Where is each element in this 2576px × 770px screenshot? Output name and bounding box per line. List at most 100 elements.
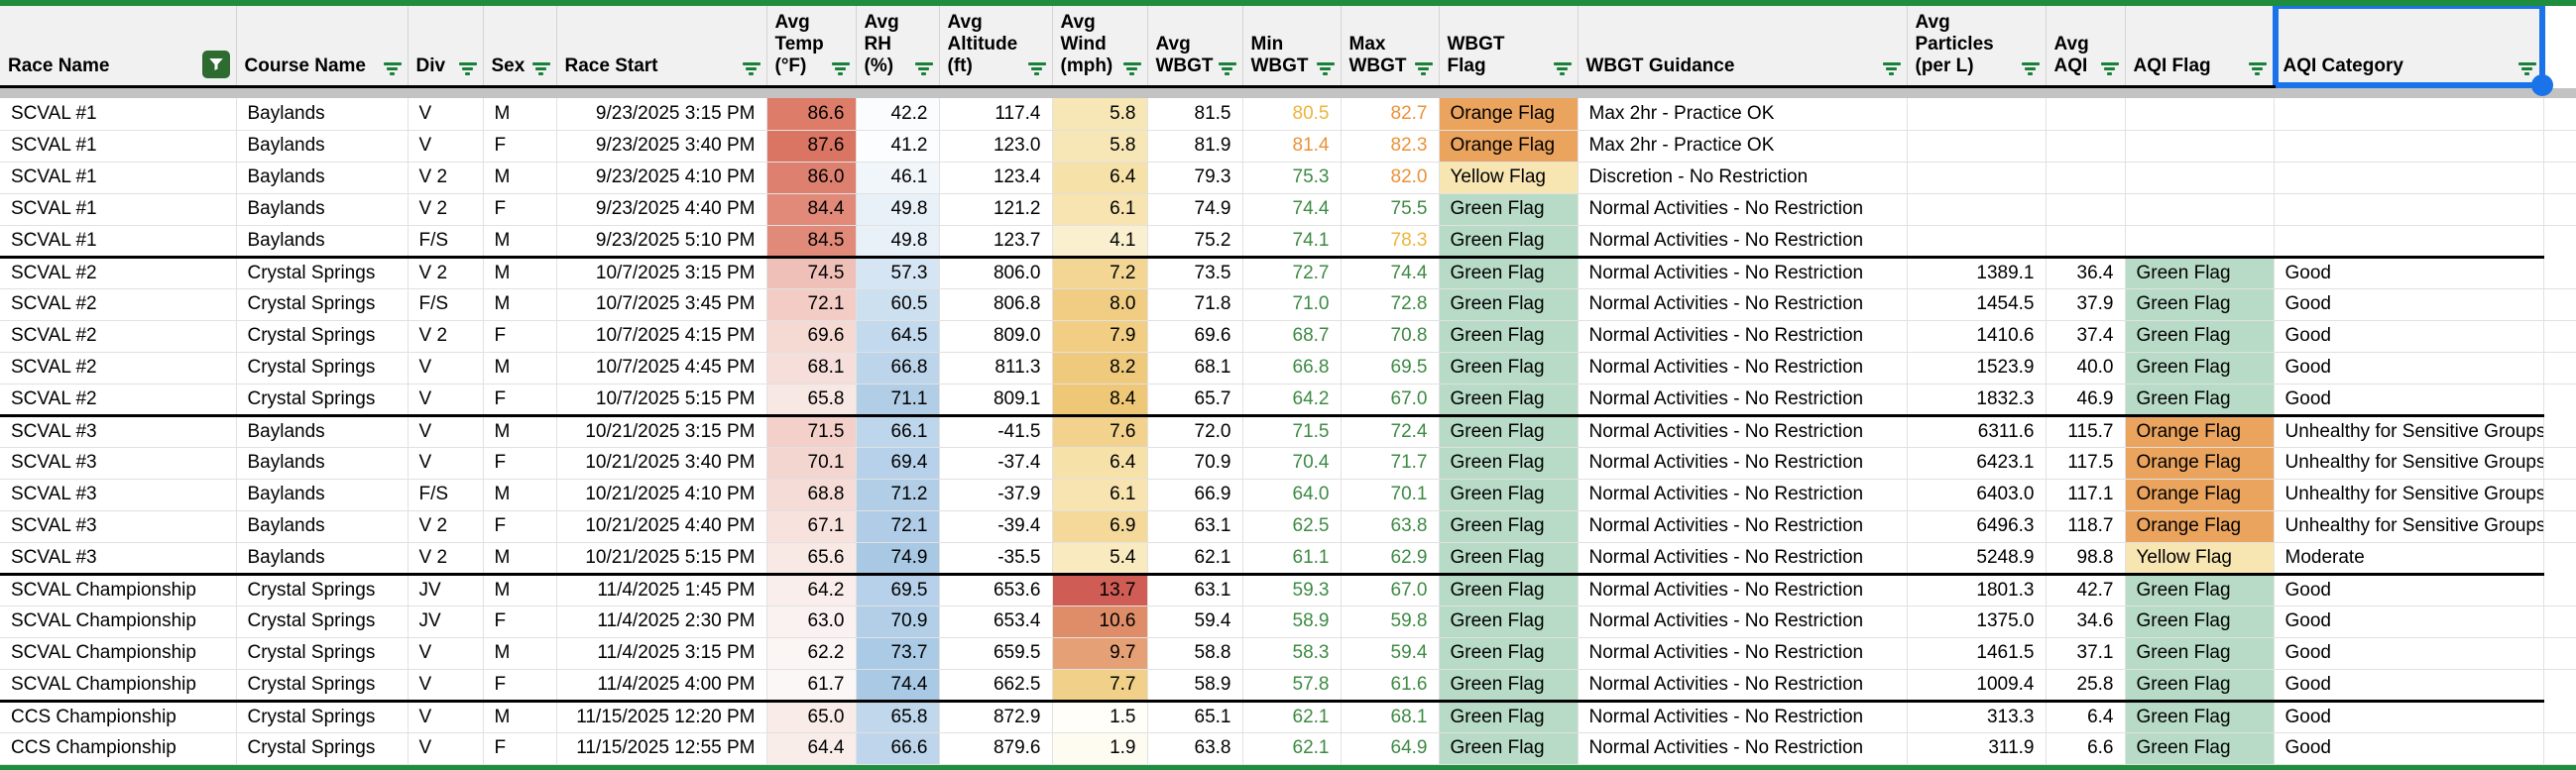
cell-aqi[interactable]: 117.5 (2046, 447, 2126, 480)
cell-aqi_category[interactable] (2274, 162, 2544, 194)
cell-rh[interactable]: 57.3 (856, 257, 940, 289)
cell-max_wbgt[interactable]: 59.4 (1341, 637, 1440, 670)
cell-sex[interactable]: M (483, 574, 557, 606)
cell-max_wbgt[interactable]: 67.0 (1341, 384, 1440, 417)
cell-avg_wbgt[interactable]: 73.5 (1147, 257, 1243, 289)
cell-course[interactable]: Baylands (236, 542, 409, 576)
cell-min_wbgt[interactable]: 62.5 (1242, 510, 1342, 543)
cell-course[interactable]: Crystal Springs (236, 574, 409, 606)
cell-rh[interactable]: 70.9 (856, 605, 940, 638)
cell-alt[interactable]: 806.0 (939, 257, 1053, 289)
cell-wbgt_flag[interactable]: Green Flag (1439, 225, 1579, 259)
cell-sex[interactable]: F (483, 320, 557, 353)
cell-race[interactable]: SCVAL #3 (0, 510, 237, 543)
cell-div[interactable]: V 2 (408, 320, 484, 353)
cell-aqi[interactable] (2046, 162, 2126, 194)
cell-guidance[interactable]: Normal Activities - No Restriction (1578, 542, 1908, 576)
cell-wind[interactable]: 6.9 (1052, 510, 1148, 543)
cell-wind[interactable]: 13.7 (1052, 574, 1148, 606)
cell-particles[interactable]: 1832.3 (1907, 384, 2047, 417)
cell-min_wbgt[interactable]: 62.1 (1242, 701, 1342, 733)
cell-aqi[interactable] (2046, 98, 2126, 131)
filter-icon[interactable] (531, 60, 551, 76)
cell-start[interactable]: 9/23/2025 3:15 PM (556, 98, 767, 131)
cell-avg_wbgt[interactable]: 71.8 (1147, 288, 1243, 321)
cell-div[interactable]: F/S (408, 225, 484, 259)
cell-temp[interactable]: 87.6 (766, 130, 857, 163)
cell-aqi_category[interactable]: Good (2274, 257, 2544, 289)
cell-aqi_category[interactable]: Good (2274, 320, 2544, 353)
cell-race[interactable]: SCVAL Championship (0, 669, 237, 703)
cell-div[interactable]: JV (408, 574, 484, 606)
cell-max_wbgt[interactable]: 67.0 (1341, 574, 1440, 606)
cell-rh[interactable]: 66.1 (856, 415, 940, 448)
cell-race[interactable]: SCVAL #3 (0, 542, 237, 576)
cell-wind[interactable]: 8.0 (1052, 288, 1148, 321)
cell-particles[interactable] (1907, 225, 2047, 259)
cell-max_wbgt[interactable]: 61.6 (1341, 669, 1440, 703)
cell-start[interactable]: 9/23/2025 5:10 PM (556, 225, 767, 259)
cell-start[interactable]: 9/23/2025 3:40 PM (556, 130, 767, 163)
cell-min_wbgt[interactable]: 81.4 (1242, 130, 1342, 163)
cell-min_wbgt[interactable]: 59.3 (1242, 574, 1342, 606)
cell-min_wbgt[interactable]: 58.9 (1242, 605, 1342, 638)
cell-race[interactable]: CCS Championship (0, 701, 237, 733)
cell-rh[interactable]: 66.8 (856, 352, 940, 385)
cell-rh[interactable]: 49.8 (856, 193, 940, 226)
cell-min_wbgt[interactable]: 71.0 (1242, 288, 1342, 321)
cell-wbgt_flag[interactable]: Green Flag (1439, 384, 1579, 417)
cell-sex[interactable]: M (483, 162, 557, 194)
cell-race[interactable]: SCVAL #2 (0, 288, 237, 321)
header-start[interactable]: Race Start (556, 6, 767, 89)
cell-race[interactable]: SCVAL Championship (0, 637, 237, 670)
cell-race[interactable]: SCVAL #2 (0, 257, 237, 289)
cell-guidance[interactable]: Max 2hr - Practice OK (1578, 98, 1908, 131)
cell-start[interactable]: 10/7/2025 3:15 PM (556, 257, 767, 289)
cell-aqi_flag[interactable]: Green Flag (2125, 669, 2275, 703)
cell-particles[interactable]: 6311.6 (1907, 415, 2047, 448)
cell-alt[interactable]: -39.4 (939, 510, 1053, 543)
cell-max_wbgt[interactable]: 63.8 (1341, 510, 1440, 543)
cell-guidance[interactable]: Normal Activities - No Restriction (1578, 384, 1908, 417)
cell-wind[interactable]: 6.1 (1052, 193, 1148, 226)
cell-avg_wbgt[interactable]: 59.4 (1147, 605, 1243, 638)
filter-icon[interactable] (458, 60, 478, 76)
cell-max_wbgt[interactable]: 82.3 (1341, 130, 1440, 163)
cell-avg_wbgt[interactable]: 68.1 (1147, 352, 1243, 385)
filter-icon[interactable] (2100, 60, 2120, 76)
cell-div[interactable]: V 2 (408, 542, 484, 576)
cell-rh[interactable]: 41.2 (856, 130, 940, 163)
cell-avg_wbgt[interactable]: 65.1 (1147, 701, 1243, 733)
cell-particles[interactable]: 1461.5 (1907, 637, 2047, 670)
cell-sex[interactable]: M (483, 288, 557, 321)
cell-wind[interactable]: 6.1 (1052, 479, 1148, 511)
cell-aqi_category[interactable]: Unhealthy for Sensitive Groups (2274, 447, 2544, 480)
filter-icon[interactable] (2021, 60, 2041, 76)
cell-alt[interactable]: 123.7 (939, 225, 1053, 259)
cell-aqi_flag[interactable]: Orange Flag (2125, 415, 2275, 448)
cell-wind[interactable]: 10.6 (1052, 605, 1148, 638)
filter-icon[interactable] (1218, 60, 1237, 76)
cell-particles[interactable]: 1410.6 (1907, 320, 2047, 353)
cell-alt[interactable]: -37.9 (939, 479, 1053, 511)
cell-avg_wbgt[interactable]: 74.9 (1147, 193, 1243, 226)
cell-sex[interactable]: F (483, 605, 557, 638)
cell-rh[interactable]: 42.2 (856, 98, 940, 131)
cell-race[interactable]: SCVAL #3 (0, 447, 237, 480)
cell-sex[interactable]: F (483, 669, 557, 703)
cell-temp[interactable]: 86.6 (766, 98, 857, 131)
cell-guidance[interactable]: Normal Activities - No Restriction (1578, 732, 1908, 765)
cell-sex[interactable]: F (483, 732, 557, 765)
cell-div[interactable]: F/S (408, 479, 484, 511)
cell-aqi[interactable]: 6.6 (2046, 732, 2126, 765)
cell-course[interactable]: Crystal Springs (236, 669, 409, 703)
cell-alt[interactable]: 121.2 (939, 193, 1053, 226)
cell-min_wbgt[interactable]: 66.8 (1242, 352, 1342, 385)
cell-wbgt_flag[interactable]: Orange Flag (1439, 130, 1579, 163)
cell-wbgt_flag[interactable]: Orange Flag (1439, 98, 1579, 131)
cell-race[interactable]: SCVAL #1 (0, 130, 237, 163)
cell-guidance[interactable]: Normal Activities - No Restriction (1578, 415, 1908, 448)
cell-aqi_flag[interactable] (2125, 162, 2275, 194)
cell-guidance[interactable]: Normal Activities - No Restriction (1578, 701, 1908, 733)
cell-div[interactable]: V (408, 384, 484, 417)
